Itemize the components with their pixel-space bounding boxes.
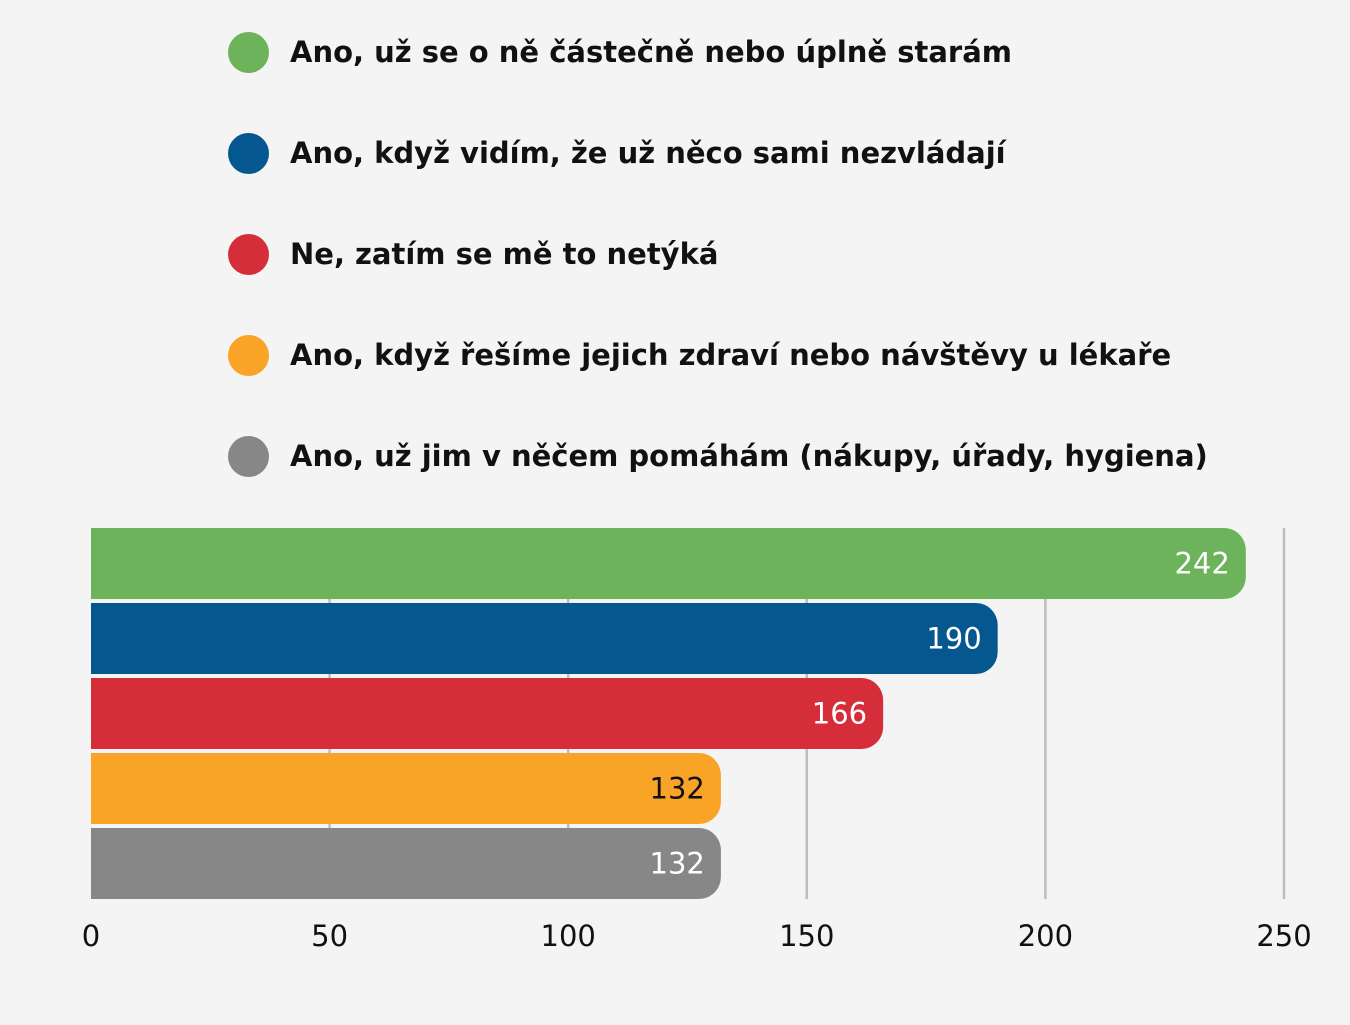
x-tick-label: 150: [779, 919, 834, 953]
legend-swatch: [228, 132, 269, 174]
bar-value-label: 132: [650, 772, 705, 806]
legend-item: Ano, když vidím, že už něco sami nezvlád…: [228, 131, 1208, 175]
x-tick-label: 100: [541, 919, 596, 953]
bar-value-label: 166: [812, 697, 867, 731]
bar-value-label: 132: [650, 847, 705, 881]
legend-swatch: [228, 31, 269, 73]
legend-item: Ano, už se o ně částečně nebo úplně star…: [228, 30, 1208, 74]
legend-label: Ano, už jim v něčem pomáhám (nákupy, úřa…: [290, 439, 1208, 473]
bar-value-label: 242: [1174, 547, 1229, 581]
bar-value-label: 190: [926, 622, 981, 656]
legend-swatch: [228, 435, 269, 477]
legend-label: Ano, když vidím, že už něco sami nezvlád…: [290, 136, 1006, 170]
x-tick-label: 50: [311, 919, 348, 953]
legend-swatch: [228, 233, 269, 275]
bar: [91, 678, 884, 749]
legend-item: Ano, už jim v něčem pomáhám (nákupy, úřa…: [228, 434, 1208, 478]
bar: [91, 828, 721, 899]
legend-item: Ano, když řešíme jejich zdraví nebo návš…: [228, 333, 1208, 377]
x-tick-label: 200: [1018, 919, 1073, 953]
x-tick-label: 250: [1256, 919, 1311, 953]
legend-label: Ano, když řešíme jejich zdraví nebo návš…: [290, 338, 1172, 372]
legend: Ano, už se o ně částečně nebo úplně star…: [228, 30, 1208, 535]
bar: [91, 753, 721, 824]
x-tick-label: 0: [82, 919, 100, 953]
legend-swatch: [228, 334, 269, 376]
bar: [91, 603, 998, 674]
legend-item: Ne, zatím se mě to netýká: [228, 232, 1208, 276]
legend-label: Ano, už se o ně částečně nebo úplně star…: [290, 35, 1012, 69]
bar: [91, 528, 1246, 599]
legend-label: Ne, zatím se mě to netýká: [290, 237, 719, 271]
